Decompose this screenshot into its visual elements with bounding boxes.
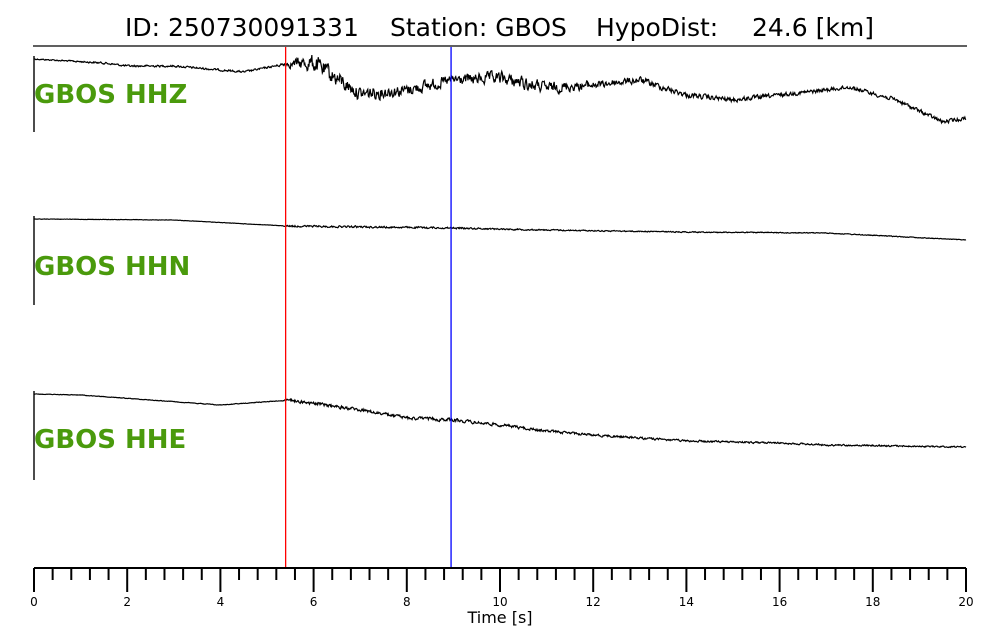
x-tick-label: 18: [865, 595, 880, 609]
title-hypodist-label: HypoDist:: [596, 13, 718, 42]
channel-label-3: GBOS HHE: [34, 425, 186, 455]
x-axis-label: Time [s]: [466, 608, 532, 627]
title-hypodist-value: 24.6 [km]: [752, 13, 874, 42]
x-tick-label: 14: [679, 595, 694, 609]
title-event-id: ID: 250730091331: [125, 13, 359, 42]
x-tick-label: 12: [586, 595, 601, 609]
pick-group: [284, 47, 452, 568]
trace-group: [33, 54, 967, 480]
x-tick-label: 8: [403, 595, 411, 609]
x-tick-label: 10: [492, 595, 507, 609]
x-tick-label: 6: [310, 595, 318, 609]
trace-line-3: [33, 393, 967, 449]
trace-line-2: [33, 218, 967, 241]
x-tick-label: 16: [772, 595, 787, 609]
x-tick-label: 20: [958, 595, 973, 609]
x-tick-label: 0: [30, 595, 38, 609]
time-axis: 0 2 4 6 8 10 12 14 16 18 20: [30, 567, 974, 609]
trace-line-1: [33, 54, 967, 125]
x-tick-label: 4: [217, 595, 225, 609]
channel-label-group: GBOS HHZ GBOS HHN GBOS HHE: [34, 80, 190, 455]
channel-label-2: GBOS HHN: [34, 252, 190, 282]
title-station: Station: GBOS: [390, 13, 567, 42]
channel-label-1: GBOS HHZ: [34, 80, 187, 110]
x-tick-label: 2: [123, 595, 131, 609]
